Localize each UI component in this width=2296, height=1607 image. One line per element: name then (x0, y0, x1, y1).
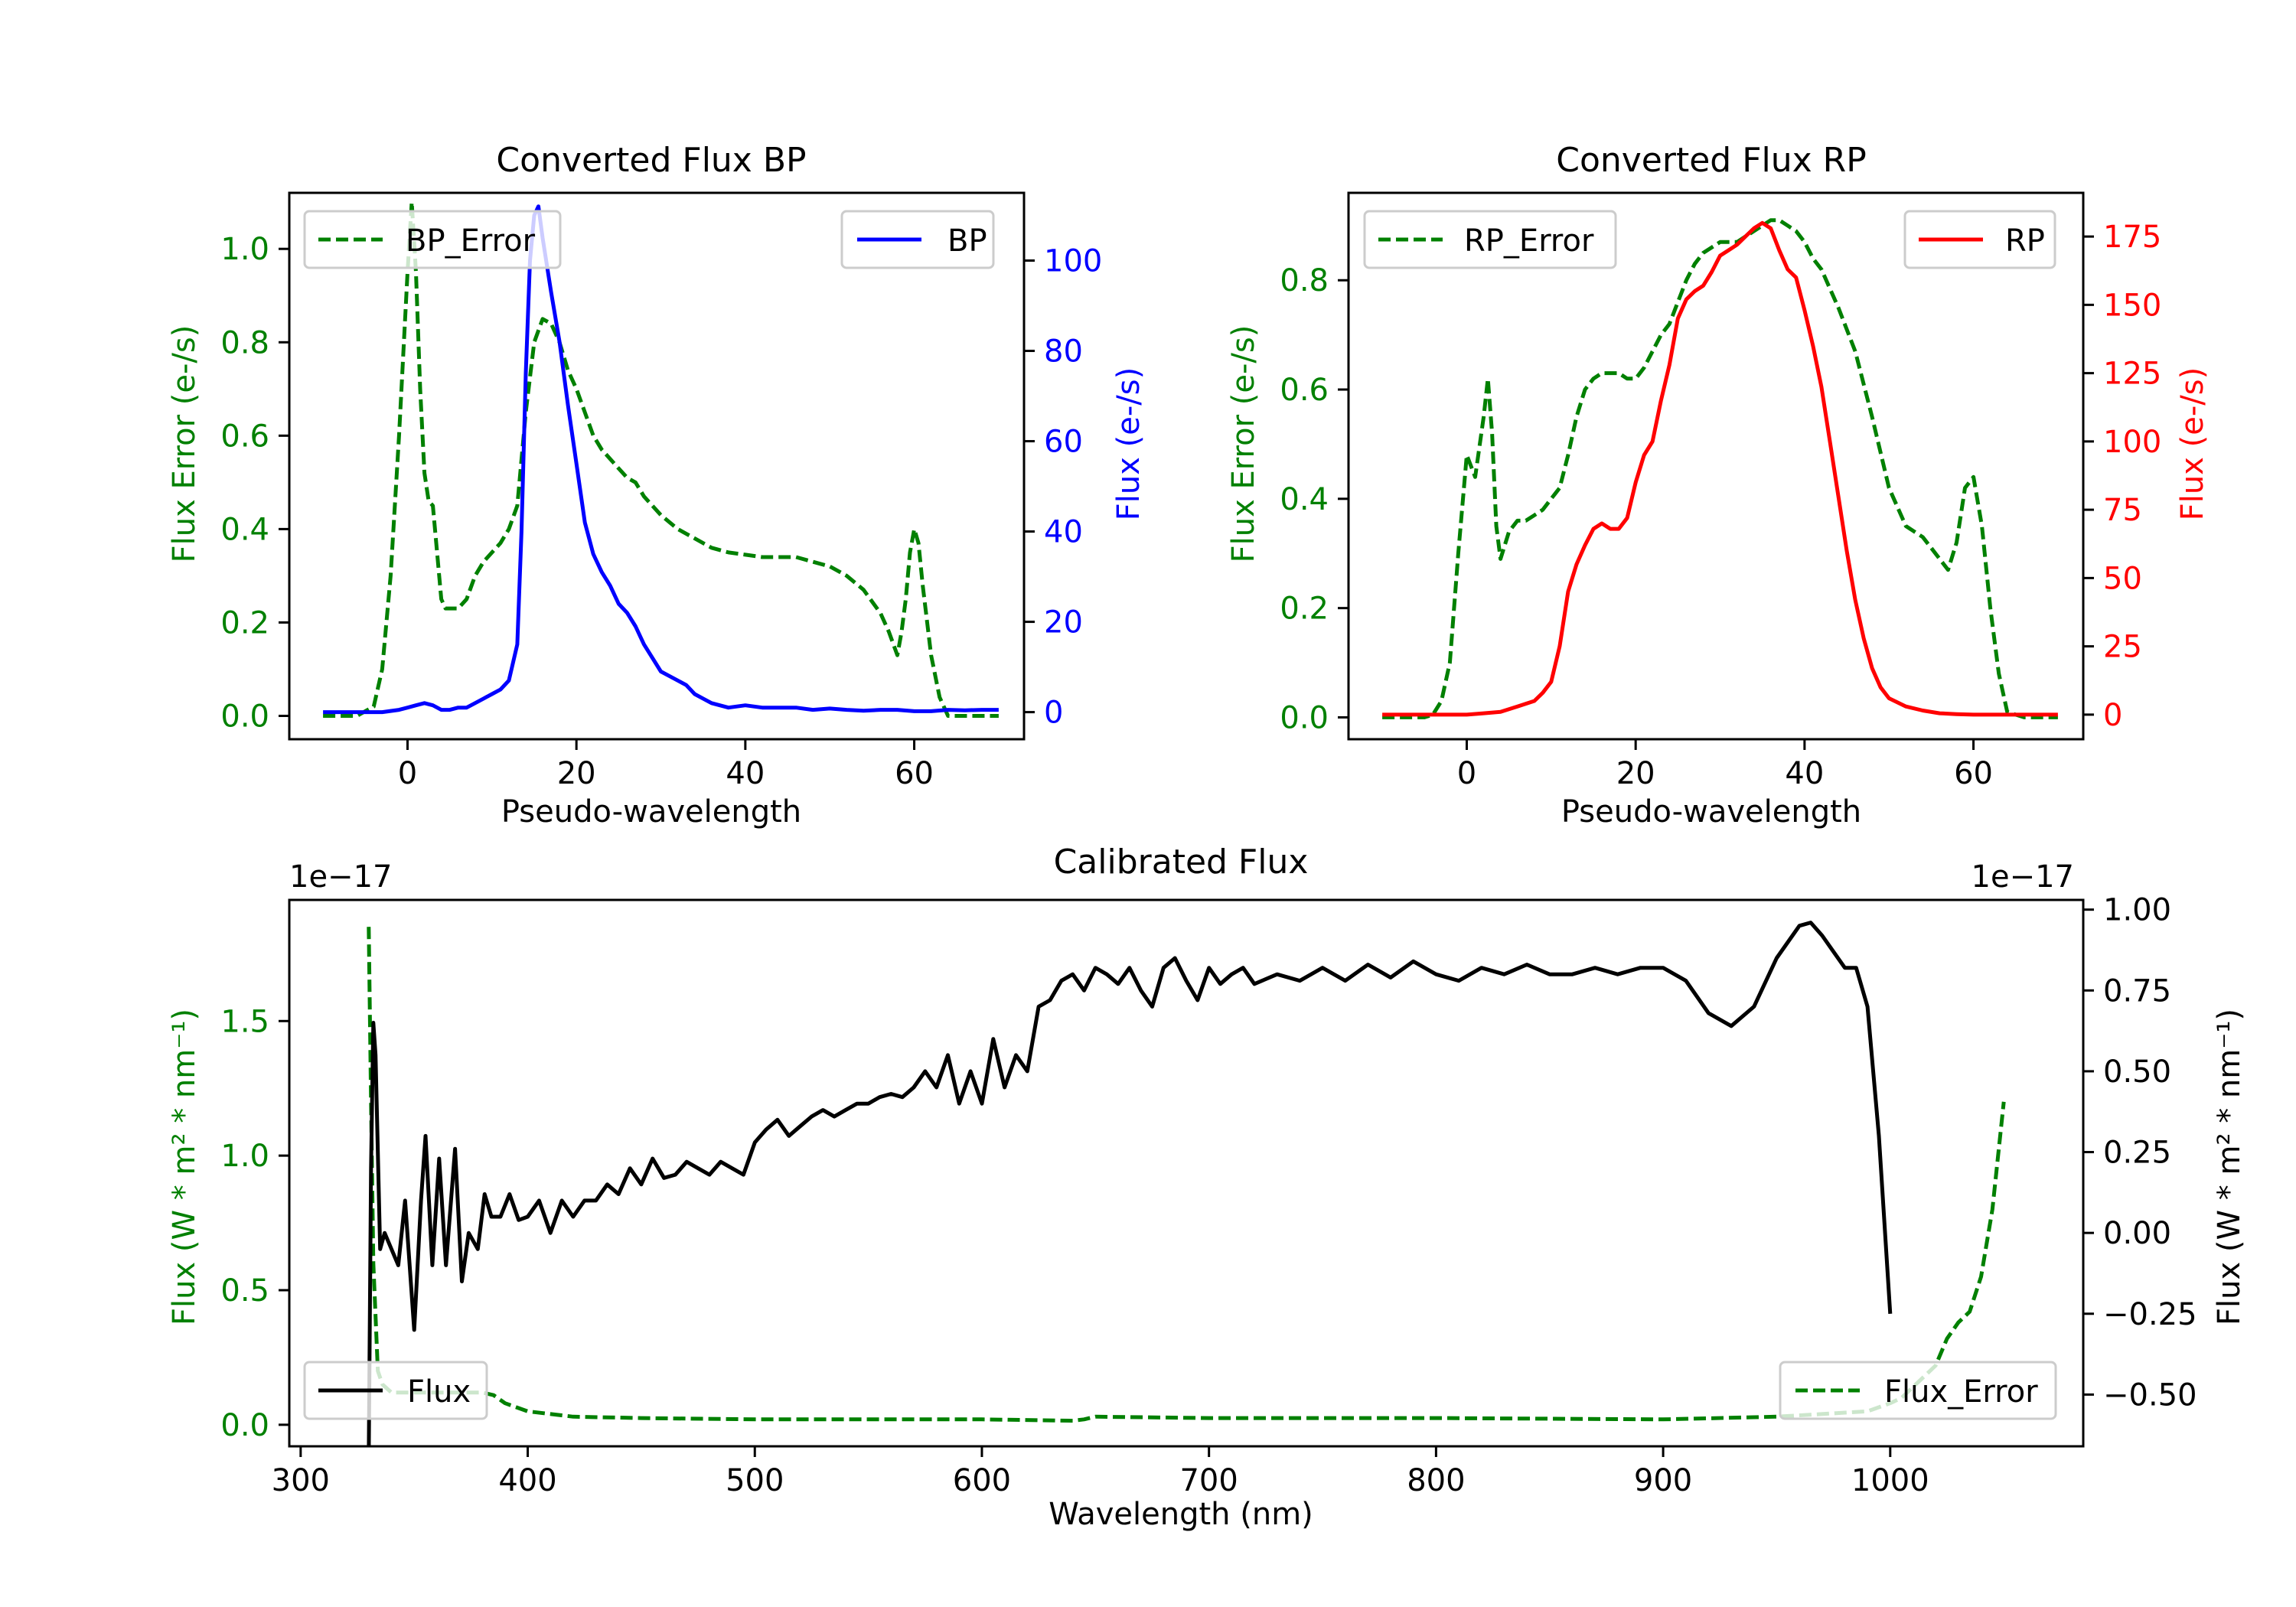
cal-right-y-tick-label: 0.75 (2103, 973, 2171, 1009)
bp-left-y-tick-label: 0.6 (220, 419, 269, 454)
rp-x-tick-label: 20 (1616, 756, 1655, 791)
cal-x-tick-label: 1000 (1851, 1463, 1929, 1498)
rp-left-y-tick-label: 0.8 (1280, 263, 1329, 298)
rp-x-tick-label: 40 (1785, 756, 1824, 791)
rp-right-y-tick-label: 150 (2103, 288, 2161, 323)
rp-error-legend: RP_Error (1363, 210, 1617, 269)
rp-error-line (1382, 218, 2058, 719)
bp-axes-frame (288, 191, 1026, 741)
rp-left-y-tick-label: 0.0 (1280, 700, 1329, 735)
cal-axes-frame (288, 898, 2085, 1448)
rp-x-tick-label: 0 (1457, 756, 1476, 791)
bp-x-tick-label: 60 (895, 756, 934, 791)
calibrated-flux-legend-box (303, 1361, 488, 1420)
rp-right-y-tick-label: 75 (2103, 493, 2142, 528)
bp-x-tick-label: 40 (726, 756, 765, 791)
bp-left-y-tick-label: 0.0 (220, 699, 269, 734)
bp-right-y-tick-label: 20 (1044, 605, 1083, 641)
bp-x-tick-label: 0 (398, 756, 417, 791)
calibrated-flux-line (367, 921, 1893, 1446)
bp-right-y-tick-label: 60 (1044, 425, 1083, 460)
rp-x-axis-label: Pseudo-wavelength (1561, 794, 1861, 830)
rp-right-y-tick-label: 25 (2103, 630, 2142, 665)
cal-x-tick-label: 400 (498, 1463, 556, 1498)
cal-right-y-tick-label: −0.50 (2103, 1377, 2197, 1413)
calibrated-error-legend-label: Flux_Error (1884, 1374, 2038, 1410)
rp-flux-line (1382, 220, 2058, 717)
cal-left-y-tick-label: 0.5 (220, 1273, 269, 1309)
bp-error-legend-label: BP_Error (406, 223, 536, 259)
rp-left-y-axis-label: Flux Error (e-/s) (1226, 325, 1261, 563)
calibrated-error-legend: Flux_Error (1779, 1361, 2057, 1420)
bp-error-legend-box (303, 210, 562, 269)
bp-left-y-tick-label: 0.2 (220, 605, 269, 641)
bp-x-axis-label: Pseudo-wavelength (501, 794, 801, 830)
calibrated-right-y-axis-label: Flux (W * m² * nm⁻¹) (2212, 1009, 2247, 1325)
calibrated-error-legend-box (1779, 1361, 2057, 1420)
cal-right-y-tick-label: 1.00 (2103, 893, 2171, 928)
rp-left-y-tick-label: 0.6 (1280, 373, 1329, 408)
cal-right-y-tick-label: 0.50 (2103, 1054, 2171, 1090)
cal-right-y-tick-label: 0.25 (2103, 1136, 2171, 1171)
calibrated-x-axis-label: Wavelength (nm) (1049, 1497, 1313, 1532)
rp-chart: Converted Flux RP 0 20 40 60 0.0 0.2 0.4 0.6 0.8… (1226, 141, 2210, 830)
calibrated-chart: Calibrated Flux 1e−17 1e−17 300 400 500 600… (167, 843, 2247, 1532)
calibrated-left-y-axis-label: Flux (W * m² * nm⁻¹) (167, 1009, 202, 1325)
rp-right-y-tick-label: 175 (2103, 220, 2161, 255)
rp-error-legend-box (1363, 210, 1617, 269)
bp-left-y-axis-label: Flux Error (e-/s) (167, 325, 202, 563)
cal-x-tick-label: 500 (726, 1463, 784, 1498)
cal-left-y-tick-label: 1.0 (220, 1139, 269, 1174)
rp-right-y-tick-label: 125 (2103, 357, 2161, 392)
rp-right-y-tick-label: 50 (2103, 561, 2142, 596)
rp-axes-frame (1347, 191, 2085, 741)
bp-right-y-tick-label: 100 (1044, 244, 1102, 279)
bp-flux-legend: BP (840, 210, 995, 269)
bp-right-y-tick-label: 80 (1044, 334, 1083, 370)
bp-flux-line (323, 204, 999, 715)
bp-left-y-tick-label: 1.0 (220, 232, 269, 267)
cal-x-tick-label: 300 (272, 1463, 330, 1498)
cal-right-y-tick-label: −0.25 (2103, 1297, 2197, 1332)
bp-chart: Converted Flux BP 0 20 40 60 0.0 0.2 0.4 0.6 0.8… (167, 141, 1146, 830)
calibrated-right-offset-label: 1e−17 (1971, 859, 2074, 895)
bp-right-y-axis-label: Flux (e-/s) (1111, 367, 1146, 520)
cal-left-y-tick-label: 0.0 (220, 1408, 269, 1443)
bp-flux-legend-label: BP (947, 223, 987, 259)
cal-left-y-tick-label: 1.5 (220, 1004, 269, 1039)
cal-x-tick-label: 900 (1634, 1463, 1692, 1498)
rp-x-tick-label: 60 (1954, 756, 1993, 791)
cal-right-y-tick-label: 0.00 (2103, 1216, 2171, 1251)
calibrated-left-offset-label: 1e−17 (289, 859, 392, 895)
rp-error-legend-label: RP_Error (1464, 223, 1594, 259)
calibrated-title: Calibrated Flux (1054, 843, 1309, 882)
rp-plot-area: 0 20 40 60 0.0 0.2 0.4 0.6 0.8 0 25 50 75 100 125 150 17… (1280, 191, 2161, 791)
rp-flux-legend: RP (1903, 210, 2056, 269)
rp-title: Converted Flux RP (1556, 141, 1867, 180)
bp-left-y-tick-label: 0.8 (220, 325, 269, 360)
bp-right-y-tick-label: 0 (1044, 696, 1063, 731)
rp-right-y-tick-label: 0 (2103, 698, 2122, 733)
cal-x-tick-label: 700 (1179, 1463, 1238, 1498)
rp-left-y-tick-label: 0.2 (1280, 592, 1329, 627)
calibrated-flux-legend-label: Flux (407, 1374, 471, 1410)
bp-right-y-tick-label: 40 (1044, 515, 1083, 550)
bp-left-y-tick-label: 0.4 (220, 512, 269, 547)
rp-right-y-axis-label: Flux (e-/s) (2175, 367, 2210, 520)
rp-right-y-tick-label: 100 (2103, 425, 2161, 460)
bp-x-tick-label: 20 (557, 756, 596, 791)
calibrated-flux-legend: Flux (303, 1361, 488, 1420)
bp-error-line (323, 200, 999, 718)
bp-error-legend: BP_Error (303, 210, 562, 269)
rp-left-y-tick-label: 0.4 (1280, 482, 1329, 517)
bp-plot-area: 0 20 40 60 0.0 0.2 0.4 0.6 0.8 1.0 0 20 40 60 80 100 (220, 191, 1102, 791)
cal-x-tick-label: 800 (1407, 1463, 1465, 1498)
rp-flux-legend-label: RP (2005, 223, 2045, 259)
cal-x-tick-label: 600 (953, 1463, 1011, 1498)
bp-title: Converted Flux BP (496, 141, 806, 180)
